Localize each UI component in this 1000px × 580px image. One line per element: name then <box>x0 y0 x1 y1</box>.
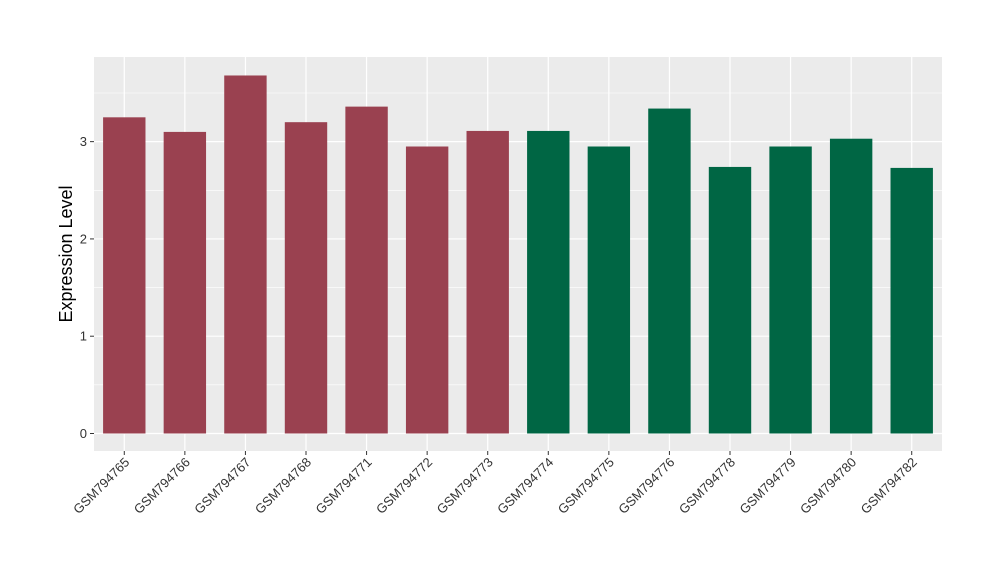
bar-GSM794772 <box>405 146 449 434</box>
x-tick-label: GSM794772 <box>373 455 435 517</box>
y-tick-label: 2 <box>80 231 87 246</box>
bar-GSM794765 <box>103 117 146 434</box>
x-tick-label: GSM794778 <box>676 455 738 517</box>
x-axis: GSM794765GSM794766GSM794767GSM794768GSM7… <box>70 451 920 517</box>
bar-GSM794767 <box>224 75 267 434</box>
x-tick-label: GSM794765 <box>70 455 132 517</box>
x-tick-label: GSM794771 <box>312 455 374 517</box>
bar-GSM794773 <box>466 130 509 434</box>
bar-GSM794774 <box>527 130 570 434</box>
plot-panel <box>94 57 942 451</box>
x-tick-label: GSM794767 <box>191 455 253 517</box>
x-tick-label: GSM794775 <box>555 455 617 517</box>
x-tick-label: GSM794776 <box>615 455 677 517</box>
x-tick-label: GSM794779 <box>736 455 798 517</box>
bar-GSM794775 <box>587 146 631 434</box>
y-tick-label: 3 <box>80 134 87 149</box>
x-tick-label: GSM794766 <box>131 455 193 517</box>
x-tick-label: GSM794782 <box>858 455 920 517</box>
x-tick-label: GSM794773 <box>434 455 496 517</box>
bars <box>103 75 933 434</box>
bar-GSM794768 <box>284 122 328 434</box>
bar-GSM794780 <box>829 138 873 434</box>
x-tick-label: GSM794780 <box>797 455 859 517</box>
y-axis-title: Expression Level <box>56 185 76 322</box>
bar-GSM794779 <box>769 146 812 434</box>
y-tick-label: 1 <box>80 329 87 344</box>
bar-GSM794766 <box>163 131 207 434</box>
bar-GSM794782 <box>890 167 933 434</box>
y-axis: 0 1 2 3 <box>80 134 94 441</box>
y-tick-label: 0 <box>80 426 87 441</box>
bar-GSM794771 <box>345 106 388 434</box>
bar-GSM794778 <box>708 166 752 434</box>
bar-GSM794776 <box>648 108 691 434</box>
x-tick-label: GSM794768 <box>252 455 314 517</box>
x-tick-label: GSM794774 <box>494 455 556 517</box>
